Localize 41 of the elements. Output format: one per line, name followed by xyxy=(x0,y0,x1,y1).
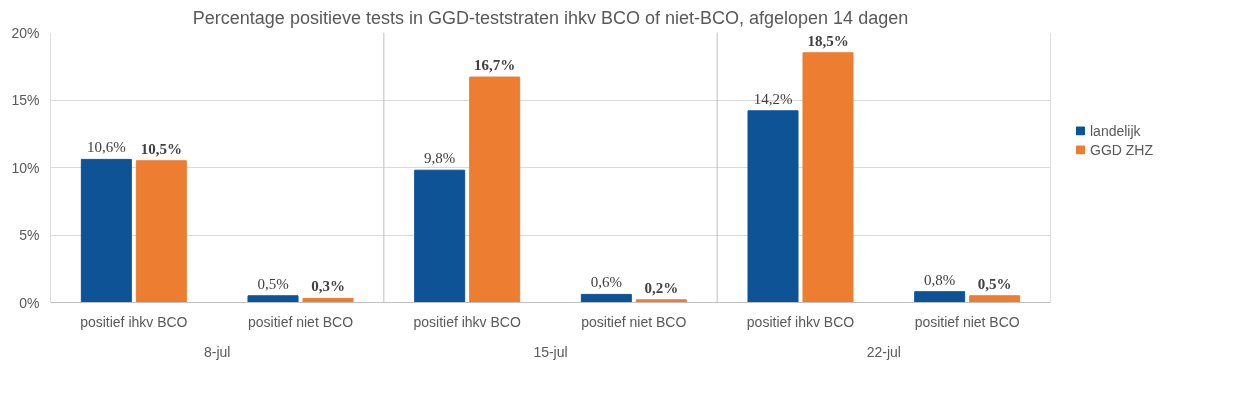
x-tick-label: positief ihkv BCO xyxy=(413,313,521,330)
data-label: 0,6% xyxy=(590,274,622,291)
data-label: 0,2% xyxy=(644,279,679,296)
data-label: 0,5% xyxy=(977,275,1012,292)
data-label: 10,5% xyxy=(140,140,182,157)
bar xyxy=(302,297,354,303)
x-tick-label: positief niet BCO xyxy=(247,313,354,330)
x-tick-label: positief ihkv BCO xyxy=(80,313,188,330)
bar xyxy=(247,295,299,303)
bar xyxy=(469,76,521,303)
y-tick-label: 20% xyxy=(11,24,40,41)
text: 15-jul xyxy=(533,343,568,360)
data-label: 18,5% xyxy=(807,32,849,49)
y-tick-label: 10% xyxy=(11,159,40,176)
y-tick-label: 15% xyxy=(11,92,40,108)
x-tick-label: positief ihkv BCO xyxy=(746,313,855,330)
chart-title: Percentage positieve tests in GGD-teststraten ihkv BCO of niet-BCO, afgelopen 14 dagen xyxy=(192,7,909,28)
bar xyxy=(80,158,132,303)
bar xyxy=(914,291,966,303)
bar xyxy=(747,110,799,303)
x-tick-label: positief niet BCO xyxy=(914,313,1020,330)
bar xyxy=(580,293,632,303)
data-label: 14,2% xyxy=(753,90,793,107)
data-label: 16,7% xyxy=(474,57,516,74)
x-tick-label: positief niet BCO xyxy=(581,313,687,330)
text: 22-jul xyxy=(866,343,901,360)
bar xyxy=(414,169,466,303)
text: 8-jul xyxy=(203,343,231,360)
legend-label: landelijk xyxy=(1090,122,1141,139)
bar xyxy=(635,299,687,303)
data-label: 0,5% xyxy=(257,275,289,292)
data-label: 0,8% xyxy=(924,271,956,288)
bar xyxy=(135,160,187,303)
y-tick-label: 5% xyxy=(19,227,40,243)
data-label: 9,8% xyxy=(424,150,456,167)
bar xyxy=(802,52,854,303)
y-tick-label: 0% xyxy=(19,294,40,311)
data-label: 0,3% xyxy=(311,278,345,295)
bar xyxy=(969,295,1021,303)
data-label: 10,6% xyxy=(86,139,126,156)
legend-label: GGD ZHZ xyxy=(1090,141,1153,158)
